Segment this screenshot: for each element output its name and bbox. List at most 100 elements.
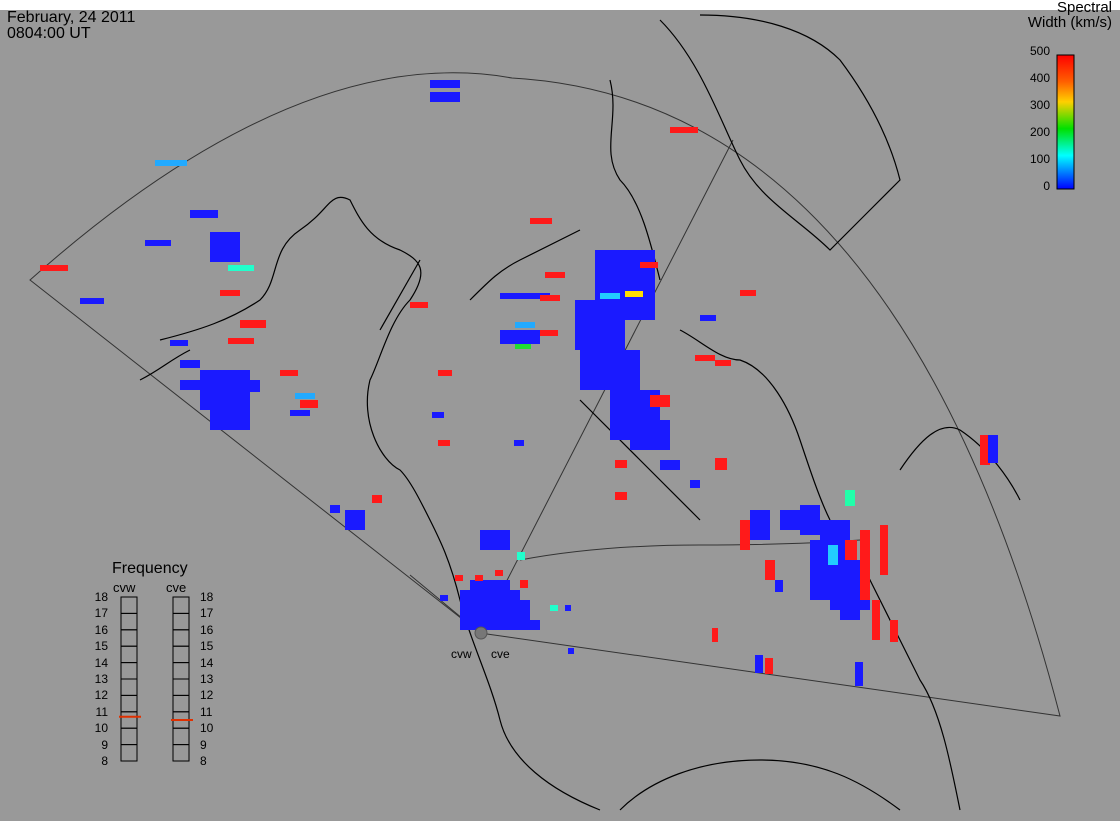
- echo-cell: [615, 492, 627, 500]
- frequency-tick: 9: [101, 737, 108, 752]
- echo-cell: [515, 322, 535, 328]
- frequency-tick: 12: [200, 688, 214, 703]
- echo-cell: [240, 380, 260, 392]
- colorbar-tick: 300: [1029, 98, 1050, 112]
- echo-cell: [220, 290, 240, 296]
- frequency-tick: 14: [200, 655, 214, 670]
- echo-cell: [145, 240, 171, 246]
- echo-cell: [872, 600, 880, 640]
- echo-cell: [280, 370, 298, 376]
- echo-cell: [880, 525, 888, 575]
- frequency-cell: [120, 727, 138, 746]
- echo-cell: [715, 458, 727, 470]
- colorbar-tick: 100: [1029, 152, 1050, 166]
- frequency-cell: [120, 744, 138, 762]
- echo-cell: [495, 570, 503, 576]
- echo-cell: [550, 605, 558, 611]
- echo-cell: [565, 605, 571, 611]
- frequency-tick: 9: [200, 737, 207, 752]
- echo-cell: [695, 355, 715, 361]
- frequency-tick: 17: [200, 606, 214, 621]
- frequency-tick: 17: [94, 606, 108, 621]
- echo-cell: [240, 320, 266, 328]
- echo-cell: [432, 412, 444, 418]
- echo-cell: [845, 490, 855, 506]
- echo-cell: [670, 127, 698, 133]
- colorbar-tick: 200: [1029, 125, 1050, 139]
- frequency-cell: [172, 694, 190, 713]
- echo-cell: [750, 510, 770, 540]
- frequency-cell: [120, 645, 138, 664]
- echo-cell: [290, 410, 310, 416]
- echo-cell: [715, 360, 731, 366]
- echo-cell: [568, 648, 574, 654]
- frequency-cell: [120, 678, 138, 696]
- colorbar-tick: 0: [1043, 179, 1050, 193]
- echo-cell: [615, 460, 627, 468]
- echo-cell: [515, 344, 531, 349]
- frequency-title: Frequency: [112, 560, 188, 577]
- echo-cell: [755, 655, 763, 673]
- frequency-cell: [172, 596, 190, 614]
- frequency-tick: 15: [200, 639, 214, 654]
- echo-cell: [500, 330, 540, 344]
- time-label: 0804:00 UT: [7, 25, 91, 42]
- radar-label-cvw: cvw: [451, 647, 472, 661]
- echo-cell: [530, 620, 540, 630]
- echo-cell: [330, 505, 340, 513]
- echo-cell: [575, 300, 625, 350]
- echo-cell: [295, 393, 315, 399]
- echo-cell: [40, 265, 68, 271]
- colorbar-title-line2: Width (km/s): [1027, 14, 1112, 31]
- echo-cell: [520, 580, 528, 588]
- echo-cell: [980, 435, 990, 465]
- echo-cell: [545, 272, 565, 278]
- echo-cell: [430, 92, 460, 102]
- radar-name-cve: cve: [166, 580, 187, 595]
- frequency-cell: [120, 629, 138, 647]
- echo-cell: [470, 580, 510, 590]
- echo-cell: [890, 620, 898, 642]
- echo-cell: [660, 460, 680, 470]
- echo-cell: [650, 395, 670, 407]
- frequency-cell: [120, 612, 138, 631]
- frequency-cell: [120, 596, 138, 614]
- echo-cell: [345, 510, 365, 530]
- echo-cell: [514, 440, 524, 446]
- frequency-tick: 14: [94, 655, 108, 670]
- frequency-cell: [120, 662, 138, 680]
- echo-cell: [210, 400, 250, 430]
- echo-cell: [820, 520, 850, 540]
- frequency-gauges: [119, 596, 193, 762]
- echo-cell: [780, 510, 800, 530]
- frequency-tick: 15: [94, 639, 108, 654]
- echo-cell: [180, 380, 204, 390]
- frequency-cell: [172, 612, 190, 631]
- echo-cell: [765, 658, 773, 674]
- coastlines: [139, 14, 1021, 811]
- echo-cell: [625, 291, 643, 297]
- echo-cell: [860, 530, 870, 600]
- frequency-tick: 18: [94, 590, 108, 604]
- echo-cell: [500, 600, 530, 630]
- frequency-cell: [120, 694, 138, 713]
- colorbar-title: Spectral Width (km/s): [1028, 0, 1112, 30]
- echo-cell: [480, 530, 510, 550]
- frequency-tick: 16: [94, 622, 108, 637]
- radar-name-cvw: cvw: [113, 580, 136, 595]
- date-label: February, 24 2011: [7, 9, 136, 26]
- echo-cell: [640, 262, 658, 268]
- frequency-tick: 12: [94, 688, 108, 703]
- colorbar-tick: 500: [1029, 44, 1050, 58]
- frequency-cell: [120, 711, 138, 729]
- frequency-tick: 16: [200, 622, 214, 637]
- echo-cell: [765, 560, 775, 580]
- echo-cell: [190, 210, 218, 218]
- frequency-tick: 13: [200, 672, 214, 686]
- echo-cell: [517, 552, 525, 560]
- echo-cell: [438, 440, 450, 446]
- echo-cell: [775, 580, 783, 592]
- echo-cell: [180, 360, 200, 368]
- echo-cell: [372, 495, 382, 503]
- echo-cell: [475, 575, 483, 581]
